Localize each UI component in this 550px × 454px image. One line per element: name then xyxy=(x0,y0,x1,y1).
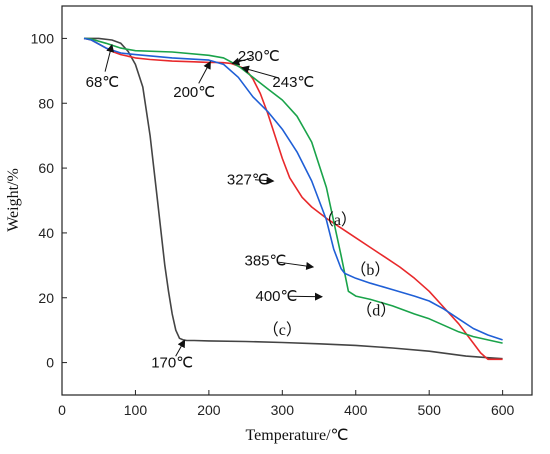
annotation-label: 385℃ xyxy=(244,252,286,269)
annotation-arrow xyxy=(175,339,186,357)
y-tick-label: 0 xyxy=(46,355,54,371)
annotation-arrow xyxy=(198,60,211,84)
annotation-label: 400℃ xyxy=(256,288,298,305)
y-axis-title: Weight/% xyxy=(5,168,22,232)
annotation-label: 230℃ xyxy=(238,48,280,65)
annotation-label: 68℃ xyxy=(86,74,120,91)
x-tick-label: 400 xyxy=(344,402,368,418)
y-tick-label: 40 xyxy=(38,225,54,241)
y-tick-label: 100 xyxy=(31,30,55,46)
series-lines xyxy=(83,37,503,361)
annotation-arrow xyxy=(278,261,315,270)
series-label: （b） xyxy=(350,261,390,279)
x-tick-label: 0 xyxy=(58,402,66,418)
series-line-a xyxy=(83,37,503,361)
annotation-arrow xyxy=(240,65,280,79)
series-label: （c） xyxy=(263,321,302,339)
annotation-arrow xyxy=(289,292,323,301)
annotation-arrow xyxy=(254,176,275,185)
annotations: 68℃ 200℃ 230℃ 243℃ 327℃ 385℃ 400℃ 170℃ （a） （b） （c）… xyxy=(86,43,396,371)
series-line-b xyxy=(83,37,503,341)
axis-ticks: 0 100 200 300 400 500 600 0 20 40 60 80 100 xyxy=(31,30,515,418)
y-tick-label: 20 xyxy=(38,290,54,306)
y-tick-label: 60 xyxy=(38,160,54,176)
x-tick-label: 600 xyxy=(491,402,515,418)
annotation-label: 327℃ xyxy=(227,171,269,188)
x-axis-title: Temperature/℃ xyxy=(245,427,348,444)
series-label: （d） xyxy=(356,302,396,320)
plot-frame xyxy=(61,5,533,396)
series-line-c xyxy=(84,37,503,360)
x-tick-label: 200 xyxy=(197,402,221,418)
x-tick-label: 500 xyxy=(418,402,442,418)
annotation-label: 170℃ xyxy=(151,354,193,371)
annotation-arrow xyxy=(231,57,252,66)
annotation-arrow xyxy=(104,43,115,72)
y-tick-label: 80 xyxy=(38,95,54,111)
x-tick-label: 300 xyxy=(271,402,295,418)
x-tick-label: 100 xyxy=(124,402,148,418)
annotation-label: 243℃ xyxy=(272,74,314,91)
series-line-d xyxy=(83,37,503,344)
annotation-label: 200℃ xyxy=(173,84,215,101)
series-label: （a） xyxy=(318,211,357,229)
